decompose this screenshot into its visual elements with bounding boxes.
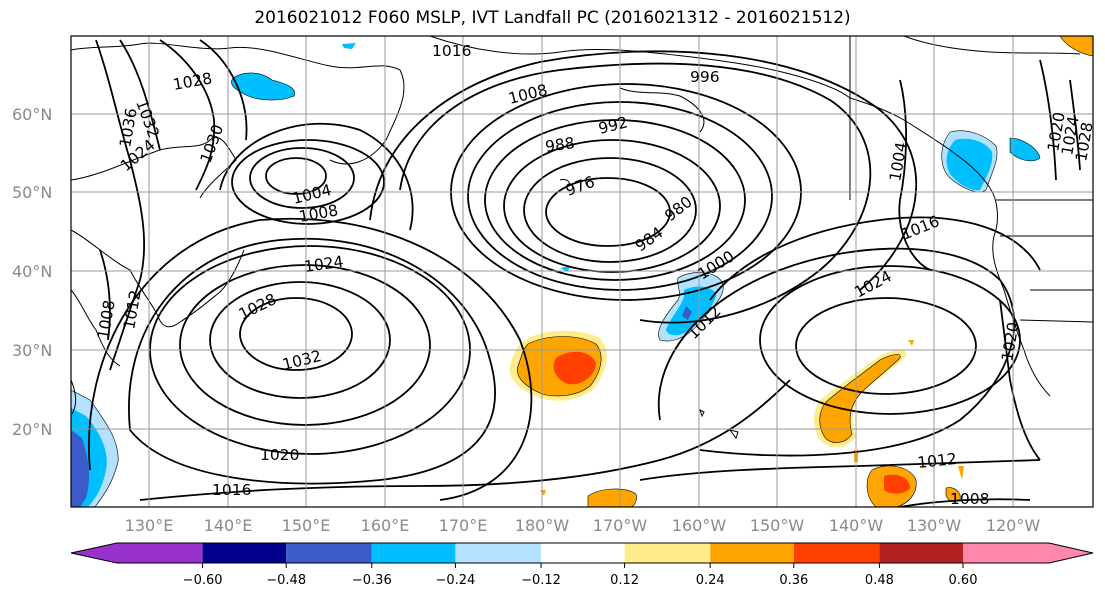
map-frame [70, 35, 1094, 508]
colorbar-tick-label: 0.60 [949, 573, 978, 588]
ivt-positive-shading [509, 36, 1093, 507]
latitude-labels: 60°N 50°N 40°N 30°N 20°N [12, 105, 52, 439]
lon-label: 170°E [439, 516, 488, 535]
colorbar-tick-label: −0.36 [352, 573, 392, 588]
colorbar-left-extend [71, 543, 117, 563]
lat-label: 30°N [12, 341, 52, 360]
colorbar-outline [70, 542, 1094, 564]
colorbar-tick-label: −0.48 [266, 573, 306, 588]
ivt-negative-shading [71, 43, 1041, 507]
isobar-label: 1020 [260, 446, 299, 464]
colorbar-tick-label: 0.24 [696, 573, 725, 588]
isobar-label: 1008 [950, 490, 989, 508]
lon-label: 140°W [829, 516, 884, 535]
colorbar-segment [710, 543, 794, 563]
colorbar-segment [371, 543, 456, 563]
colorbar-segment [541, 543, 625, 563]
lat-label: 40°N [12, 262, 52, 281]
isobar-label: 1016 [432, 42, 471, 60]
isobar-label: 1016 [212, 481, 251, 499]
lon-label: 120°W [986, 516, 1041, 535]
colorbar-tick-label: 0.48 [865, 573, 894, 588]
lat-label: 60°N [12, 105, 52, 124]
lon-label: 130°W [907, 516, 962, 535]
colorbar-tick-label: −0.24 [435, 573, 475, 588]
colorbar-tick-label: −0.12 [521, 573, 561, 588]
colorbar-tick-label: −0.60 [183, 573, 223, 588]
lon-label: 150°W [750, 516, 805, 535]
map-title: 2016021012 F060 MSLP, IVT Landfall PC (2… [254, 8, 851, 28]
gridlines [71, 36, 1093, 507]
colorbar-segment [117, 543, 203, 563]
lat-label: 20°N [12, 420, 52, 439]
lon-label: 130°E [125, 516, 174, 535]
isobars [88, 39, 1081, 507]
isobar-label: 1024 [303, 253, 345, 276]
lon-label: 160°E [361, 516, 410, 535]
colorbar-segment [286, 543, 372, 563]
colorbar-tick-label: 0.36 [779, 573, 808, 588]
lat-label: 50°N [12, 183, 52, 202]
isobar-label: 1012 [917, 450, 958, 472]
isobar-label: 988 [544, 134, 576, 156]
colorbar-segment [963, 543, 1049, 563]
colorbar-segment [202, 543, 287, 563]
lon-label: 160°W [672, 516, 727, 535]
colorbar-tick-label: 0.12 [610, 573, 639, 588]
longitude-labels: 130°E 140°E 150°E 160°E 170°E 180°W 170°… [125, 516, 1041, 535]
isobar-label: 996 [690, 68, 720, 86]
colorbar-right-extend [1049, 543, 1093, 563]
lon-label: 140°E [204, 516, 253, 535]
colorbar: −0.60 −0.48 −0.36 −0.24 −0.12 0.12 0.24 … [70, 542, 1094, 588]
lon-label: 150°E [282, 516, 331, 535]
lon-label: 180°W [515, 516, 570, 535]
colorbar-segment [455, 543, 541, 563]
lon-label: 170°W [593, 516, 648, 535]
colorbar-segment [879, 543, 963, 563]
colorbar-segment [793, 543, 880, 563]
colorbar-segment [624, 543, 711, 563]
